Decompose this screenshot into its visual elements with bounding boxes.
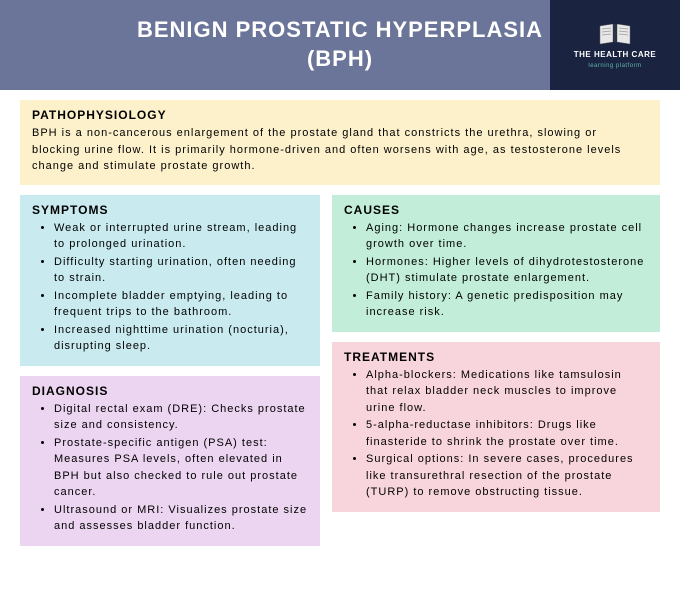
list-item: Ultrasound or MRI: Visualizes prostate s… (54, 502, 308, 535)
causes-list: Aging: Hormone changes increase prostate… (344, 220, 648, 321)
symptoms-list: Weak or interrupted urine stream, leadin… (32, 220, 308, 355)
page-title: BENIGN PROSTATIC HYPERPLASIA (BPH) (137, 16, 543, 73)
causes-box: CAUSES Aging: Hormone changes increase p… (332, 195, 660, 332)
list-item: Digital rectal exam (DRE): Checks prosta… (54, 401, 308, 434)
pathophysiology-body: BPH is a non-cancerous enlargement of th… (32, 125, 648, 175)
list-item: Family history: A genetic predisposition… (366, 288, 648, 321)
left-column: SYMPTOMS Weak or interrupted urine strea… (20, 195, 320, 546)
book-icon (598, 22, 632, 46)
treatments-title: TREATMENTS (344, 350, 648, 364)
treatments-list: Alpha-blockers: Medications like tamsulo… (344, 367, 648, 501)
pathophysiology-title: PATHOPHYSIOLOGY (32, 108, 648, 122)
symptoms-box: SYMPTOMS Weak or interrupted urine strea… (20, 195, 320, 366)
list-item: Weak or interrupted urine stream, leadin… (54, 220, 308, 253)
title-line-2: (BPH) (137, 45, 543, 74)
causes-title: CAUSES (344, 203, 648, 217)
logo-brand-text: THE HEALTH CARE (574, 50, 656, 59)
list-item: Alpha-blockers: Medications like tamsulo… (366, 367, 648, 417)
treatments-box: TREATMENTS Alpha-blockers: Medications l… (332, 342, 660, 512)
title-line-1: BENIGN PROSTATIC HYPERPLASIA (137, 16, 543, 45)
list-item: Incomplete bladder emptying, leading to … (54, 288, 308, 321)
list-item: Surgical options: In severe cases, proce… (366, 451, 648, 501)
right-column: CAUSES Aging: Hormone changes increase p… (332, 195, 660, 546)
list-item: Aging: Hormone changes increase prostate… (366, 220, 648, 253)
list-item: Increased nighttime urination (nocturia)… (54, 322, 308, 355)
pathophysiology-box: PATHOPHYSIOLOGY BPH is a non-cancerous e… (20, 100, 660, 185)
list-item: Hormones: Higher levels of dihydrotestos… (366, 254, 648, 287)
list-item: Prostate-specific antigen (PSA) test: Me… (54, 435, 308, 501)
logo-tagline: learning platform (588, 63, 641, 69)
diagnosis-title: DIAGNOSIS (32, 384, 308, 398)
diagnosis-list: Digital rectal exam (DRE): Checks prosta… (32, 401, 308, 535)
diagnosis-box: DIAGNOSIS Digital rectal exam (DRE): Che… (20, 376, 320, 546)
logo-block: THE HEALTH CARE learning platform (550, 0, 680, 90)
symptoms-title: SYMPTOMS (32, 203, 308, 217)
columns: SYMPTOMS Weak or interrupted urine strea… (20, 195, 660, 546)
content-area: PATHOPHYSIOLOGY BPH is a non-cancerous e… (0, 90, 680, 556)
header: BENIGN PROSTATIC HYPERPLASIA (BPH) THE H… (0, 0, 680, 90)
list-item: 5-alpha-reductase inhibitors: Drugs like… (366, 417, 648, 450)
list-item: Difficulty starting urination, often nee… (54, 254, 308, 287)
